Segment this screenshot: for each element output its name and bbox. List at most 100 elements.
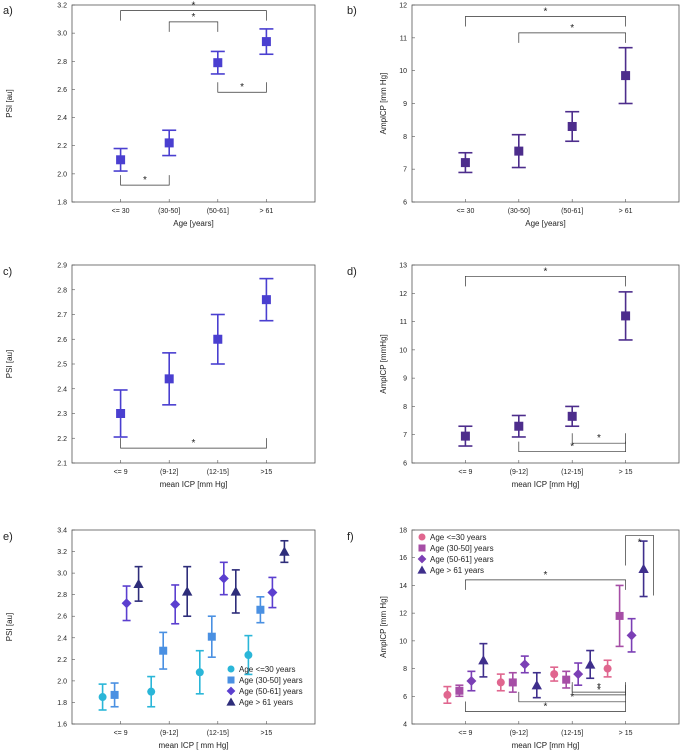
data-point xyxy=(603,664,612,673)
data-point xyxy=(466,676,477,687)
bracket-line xyxy=(571,433,626,444)
plot-frame xyxy=(71,529,316,725)
data-point xyxy=(531,680,542,690)
data-point xyxy=(261,37,271,47)
significance-star: * xyxy=(192,438,196,449)
significance-star: * xyxy=(544,702,548,713)
y-tick-label: 2.5 xyxy=(57,362,67,369)
x-axis-label: mean ICP [mm Hg] xyxy=(160,480,228,489)
data-point xyxy=(478,655,489,665)
x-tick-label: (9-12] xyxy=(160,730,178,737)
legend: Age <=30 years Age (30-50] years Age (50-6… xyxy=(226,665,303,707)
panel-c: c) 2.1 2.2 2.3 2.4 2.5 2.6 2.7 2.8 2.9 <= 9 (9-12] (… xyxy=(3,263,316,489)
significance-bracket: * xyxy=(465,266,626,287)
data-point xyxy=(164,374,174,384)
legend-marker xyxy=(417,565,427,574)
data-point xyxy=(261,295,271,305)
y-tick-label: 2.6 xyxy=(57,87,67,94)
data-point xyxy=(170,599,181,610)
data-point xyxy=(116,409,126,418)
y-tick-label: 2.6 xyxy=(57,614,67,621)
legend-marker xyxy=(227,665,235,673)
y-tick-label: 11 xyxy=(400,35,407,42)
legend-label: Age (50-61] years xyxy=(239,687,303,696)
bracket-line xyxy=(465,701,626,712)
x-tick-label: (12-15] xyxy=(561,730,583,737)
x-tick-label: (9-12] xyxy=(160,469,178,476)
x-tick-label: > 15 xyxy=(619,469,633,476)
y-tick-label: 8 xyxy=(403,666,407,673)
data-point xyxy=(213,58,223,68)
y-tick-label: 2.8 xyxy=(57,592,67,599)
significance-bracket: * xyxy=(571,684,626,696)
x-tick-label: (50-61] xyxy=(207,208,229,215)
significance-bracket: * xyxy=(168,12,219,32)
x-tick-label: > 15 xyxy=(619,730,633,737)
bracket-line xyxy=(120,438,267,449)
legend-marker xyxy=(418,544,426,552)
series-2 xyxy=(121,561,278,625)
x-tick-label: <= 9 xyxy=(114,730,128,737)
data-point xyxy=(621,311,631,321)
y-tick-label: 6 xyxy=(403,200,407,207)
x-axis-label: mean ICP [mm Hg] xyxy=(512,741,580,750)
data-point xyxy=(110,690,119,699)
x-tick-label: >15 xyxy=(260,730,272,737)
data-point xyxy=(213,334,223,344)
plot-frame xyxy=(71,4,316,203)
significance-star: * xyxy=(597,685,601,696)
data-point xyxy=(207,632,216,641)
panel-label: b) xyxy=(347,5,357,17)
series-0 xyxy=(443,659,612,705)
significance-star: * xyxy=(544,570,548,581)
y-tick-label: 2.2 xyxy=(57,436,67,443)
y-tick-label: 9 xyxy=(403,376,407,383)
bracket-line xyxy=(625,535,654,596)
data-point xyxy=(460,158,470,168)
significance-star: * xyxy=(570,692,574,703)
y-tick-label: 2.2 xyxy=(57,657,67,664)
x-tick-label: (9-12] xyxy=(510,730,528,737)
y-axis-label: PSI [au] xyxy=(5,613,14,641)
data-point xyxy=(147,687,156,696)
x-tick-label: (12-15] xyxy=(561,469,583,476)
x-tick-label: > 61 xyxy=(259,208,273,215)
data-point xyxy=(621,71,631,81)
panel-label: c) xyxy=(3,266,12,278)
bracket-line xyxy=(518,32,626,43)
series-1 xyxy=(455,584,624,698)
data-point xyxy=(585,659,596,669)
x-tick-label: (30-50] xyxy=(158,208,180,215)
y-tick-label: 6 xyxy=(403,694,407,701)
data-point xyxy=(267,587,278,598)
plot-frame xyxy=(411,529,680,725)
series-1 xyxy=(110,596,265,708)
x-tick-label: (12-15] xyxy=(207,730,229,737)
data-point xyxy=(519,659,530,670)
legend-label: Age > 61 years xyxy=(430,566,484,575)
series-2 xyxy=(466,617,637,692)
significance-bracket: * xyxy=(571,433,626,444)
data-point xyxy=(256,605,265,614)
data-point xyxy=(230,586,241,596)
y-tick-label: 2.4 xyxy=(57,386,67,393)
y-tick-label: 3.0 xyxy=(57,31,67,38)
y-tick-label: 2.2 xyxy=(57,143,67,150)
y-axis-label: AmplCP [mm Hg] xyxy=(379,73,388,135)
bracket-line xyxy=(120,10,267,21)
x-tick-label: (12-15] xyxy=(207,469,229,476)
data-point xyxy=(244,651,253,660)
significance-bracket: * xyxy=(217,82,267,93)
y-tick-label: 13 xyxy=(399,263,407,270)
significance-bracket: * xyxy=(518,691,626,703)
significance-star: * xyxy=(597,682,601,693)
series-0 xyxy=(458,291,633,447)
y-tick-label: 2.8 xyxy=(57,59,67,66)
bracket-line xyxy=(571,684,626,696)
bracket-line xyxy=(465,579,626,590)
legend: Age <=30 years Age (30-50] years Age (50-6… xyxy=(417,533,494,575)
series-0 xyxy=(458,46,633,174)
y-tick-label: 2.0 xyxy=(57,678,67,685)
y-tick-label: 1.8 xyxy=(57,700,67,707)
data-point xyxy=(279,546,290,556)
